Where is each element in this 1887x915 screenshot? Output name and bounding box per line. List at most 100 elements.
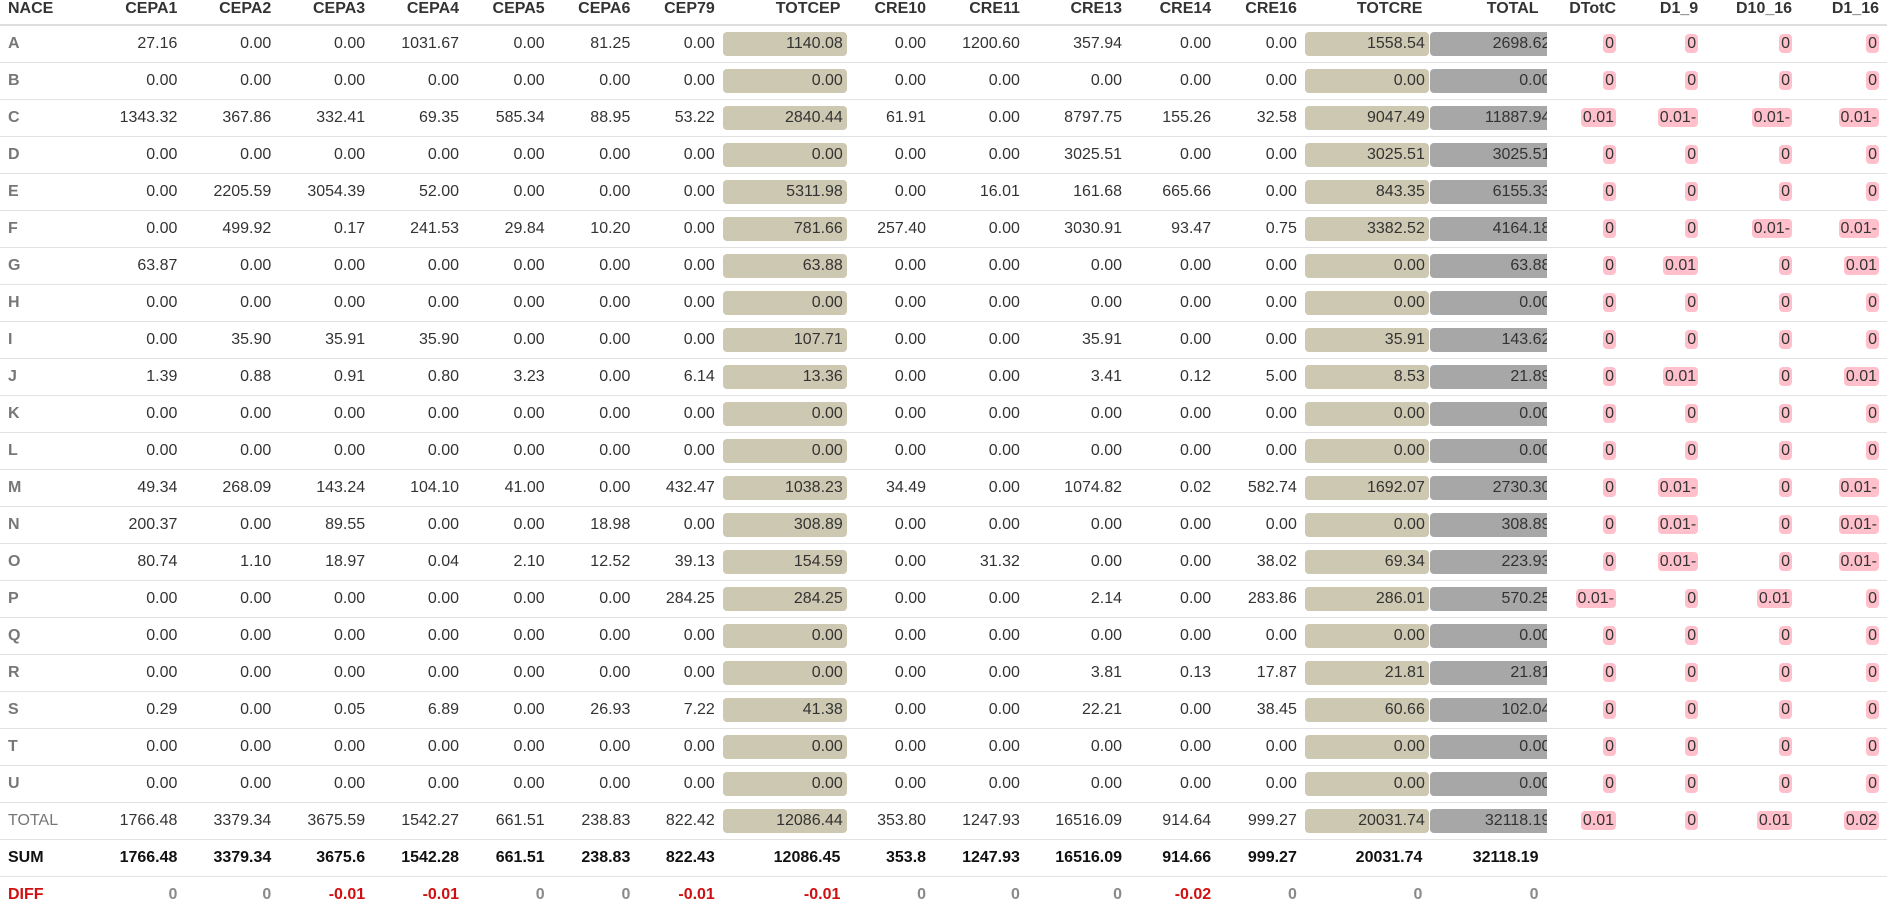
cell-d10-16: 0.01 [1706,580,1801,618]
cell-cre14: 0.00 [1130,580,1220,618]
row-label: K [0,395,92,433]
cell-cre11: 0.00 [934,395,1028,433]
check-value: 0 [1779,71,1793,90]
cell-cre16: 0.00 [1219,173,1305,211]
totcre-value: 0.00 [1304,291,1429,315]
cell-d1-16: 0 [1800,432,1887,470]
cell-totcep: 0.00 [722,284,849,322]
cell-totcre: 286.01 [1304,580,1431,618]
cell-cep79: 0.00 [638,62,723,100]
row-label: N [0,506,92,544]
cell-cepa2: 0.00 [185,62,280,100]
cell-d1-9: 0 [1624,728,1707,766]
table-row-g: G 63.87 0.00 0.00 0.00 0.00 0.00 0.00 63.88 0.00 0… [0,247,1887,285]
total-value: 0.00 [1430,772,1547,796]
row-label: B [0,62,92,100]
cell-cepa4: 0.80 [373,358,468,396]
cell-totcre: 60.66 [1304,691,1431,729]
cell-d1-16: 0 [1800,395,1887,433]
cell-cre16: 0.00 [1219,765,1305,803]
check-value: 0 [1603,626,1617,645]
cell-cre13: 0 [1027,876,1131,913]
total-row: TOTAL 1766.48 3379.34 3675.59 1542.27 661.51 2… [0,802,1887,840]
cell-cepa2: 35.90 [185,321,280,359]
cell-d10-16: 0 [1706,358,1801,396]
column-header-cre14: CRE14 [1130,0,1220,26]
totcre-value: 0.00 [1304,772,1429,796]
cell-cepa4: 0.00 [373,395,468,433]
check-value: 0 [1866,700,1879,719]
cell-cep79: 0.00 [638,247,723,285]
cell-totcep: 2840.44 [722,99,849,137]
cell-cre13: 0.00 [1027,506,1131,544]
cell-d10-16: 0 [1706,24,1801,63]
check-value: 0 [1603,330,1617,349]
cell-cre10: 353.8 [848,839,935,877]
cell-cepa6: 0.00 [552,62,639,100]
check-value: 0.01- [1838,108,1879,127]
cell-cepa3: 0.00 [279,247,374,285]
table-row-m: M 49.34 268.09 143.24 104.10 41.00 0.00 432.47 1… [0,469,1887,507]
check-value: 0 [1603,478,1617,497]
table-body: A 27.16 0.00 0.00 1031.67 0.00 81.25 0.00 1140.0… [0,24,1887,913]
cell-cepa4: 1542.28 [373,839,468,877]
cell-totcre: 3382.52 [1304,210,1431,248]
check-value: 0 [1866,293,1879,312]
table-row-e: E 0.00 2205.59 3054.39 52.00 0.00 0.00 0.00 5311… [0,173,1887,211]
cell-cepa2: 0.00 [185,432,280,470]
cell-cre16: 0 [1219,876,1305,913]
cell-dtotc: 0 [1546,321,1625,359]
check-value: 0 [1603,182,1617,201]
cell-cre11: 0.00 [934,691,1028,729]
cell-cepa2: 0.88 [185,358,280,396]
cell-cre13: 1074.82 [1027,469,1131,507]
cell-cepa3: 0.00 [279,284,374,322]
cell-d10-16: 0.01- [1706,99,1801,137]
cell-d10-16: 0.01- [1706,210,1801,248]
total-value: 6155.33 [1430,180,1547,204]
cell-d1-9: 0 [1624,691,1707,729]
cell-cre16: 0.00 [1219,728,1305,766]
cell-cre16: 0.00 [1219,432,1305,470]
cell-d1-16: 0 [1800,691,1887,729]
cell-cre11: 0.00 [934,321,1028,359]
cell-cepa5: 0.00 [467,432,553,470]
cell-cre11: 0.00 [934,136,1028,174]
cell-dtotc: 0 [1546,691,1625,729]
cell-cre14: 665.66 [1130,173,1220,211]
cell-cepa1: 0.00 [91,654,186,692]
cell-total: 0 [1430,876,1547,913]
cell-cre13: 0.00 [1027,543,1131,581]
cell-cre16: 32.58 [1219,99,1305,137]
totcre-value: 60.66 [1304,698,1429,722]
cell-cep79: -0.01 [638,876,723,913]
cell-cepa2: 0 [185,876,280,913]
cell-cepa4: 69.35 [373,99,468,137]
cell-cepa5: 0.00 [467,765,553,803]
cell-d1-9 [1624,876,1707,913]
check-value: 0.01- [1657,515,1699,534]
cell-cepa3: 0.00 [279,136,374,174]
check-value: 0 [1603,515,1617,534]
cell-total: 4164.18 [1430,210,1547,248]
check-value: 0 [1866,589,1879,608]
cell-totcre: 843.35 [1304,173,1431,211]
cell-dtotc: 0 [1546,358,1625,396]
check-value: 0.01- [1657,478,1699,497]
check-value: 0 [1779,256,1793,275]
cell-dtotc: 0 [1546,395,1625,433]
cell-cre13: 3.41 [1027,358,1131,396]
cell-totcre: 1692.07 [1304,469,1431,507]
column-header-totcre: TOTCRE [1304,0,1431,26]
cell-totcep: 781.66 [722,210,849,248]
cell-totcep: 0.00 [722,654,849,692]
cell-cepa6: 26.93 [552,691,639,729]
totcep-value: 63.88 [722,254,847,278]
cell-d1-9: 0.01- [1624,506,1707,544]
cell-cre10: 0.00 [848,765,935,803]
diff-row: DIFF 0 0 -0.01 -0.01 0 0 -0.01 -0.01 0 0 0 -0.02 0 0 0 [0,876,1887,913]
cell-dtotc [1546,839,1625,877]
cell-d1-16: 0 [1800,654,1887,692]
cell-cre13: 0.00 [1027,284,1131,322]
totcep-value: 154.59 [722,550,847,574]
